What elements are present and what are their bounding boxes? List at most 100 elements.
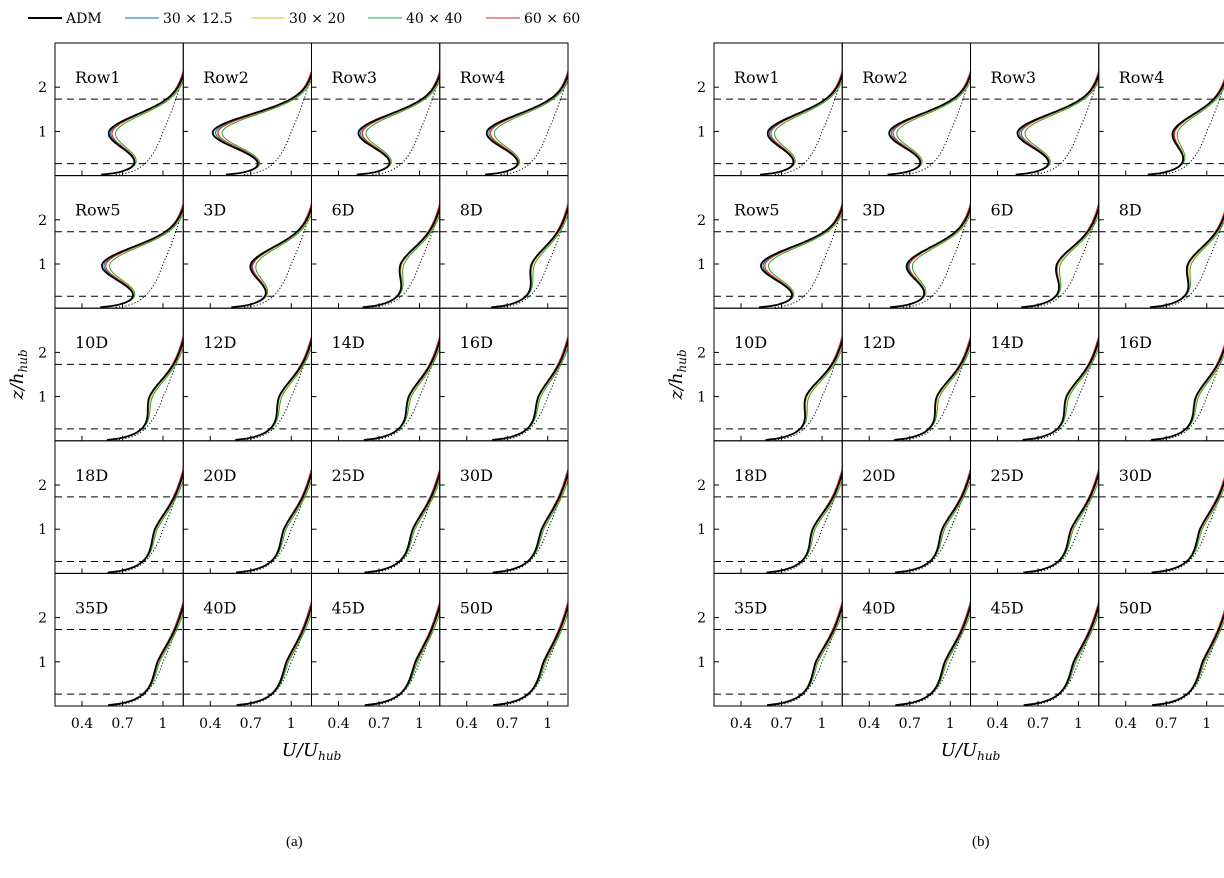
series-2-profile — [362, 208, 440, 308]
series-1-profile — [235, 337, 312, 441]
legend-label-1: 30 × 12.5 — [163, 11, 233, 27]
series-1-profile — [760, 72, 843, 176]
y-tick-label: 2 — [697, 345, 706, 361]
series-2-profile — [1147, 83, 1224, 176]
series-0-profile — [766, 603, 843, 706]
series-2-profile — [1149, 217, 1224, 308]
series-2-profile — [235, 341, 312, 441]
inflow-profile — [372, 472, 440, 573]
series-3-profile — [1151, 354, 1224, 441]
series-1-profile — [363, 337, 440, 441]
series-0-profile — [889, 205, 971, 309]
panel-label: 45D — [332, 598, 365, 617]
panel-frame — [311, 572, 441, 707]
y-tick-label: 1 — [38, 522, 47, 538]
y-axis-label: z/hhub — [666, 349, 689, 400]
series-2-profile — [492, 341, 568, 441]
panel-row1: 1 2 Row1 — [38, 42, 184, 177]
inflow-profile — [243, 471, 312, 573]
inflow-profile — [372, 74, 440, 176]
series-1-profile — [106, 337, 184, 441]
panel-label: 6D — [991, 201, 1014, 220]
inflow-profile — [372, 339, 440, 441]
panel-frame — [713, 42, 843, 177]
panel-label: 12D — [862, 333, 895, 352]
panel-label: Row4 — [460, 68, 506, 87]
y-tick-label: 2 — [697, 80, 706, 96]
x-tick-label: 1 — [415, 716, 424, 732]
series-0-profile — [894, 470, 971, 574]
legend-label-2: 30 × 20 — [289, 11, 345, 27]
inflow-profile — [500, 471, 568, 573]
series-0-profile — [484, 72, 568, 176]
series-1-profile — [491, 205, 568, 308]
x-tick-label: 0.4 — [327, 716, 349, 732]
series-0-profile — [1015, 72, 1099, 176]
series-0-profile — [1151, 612, 1224, 706]
x-tick-label: 0.7 — [368, 716, 390, 732]
y-tick-label: 1 — [38, 257, 47, 273]
series-1-profile — [765, 337, 843, 441]
panel-row2: Row2 — [182, 42, 312, 177]
panel-label: 50D — [460, 598, 493, 617]
y-tick-label: 1 — [38, 655, 47, 671]
y-tick-label: 2 — [38, 345, 47, 361]
series-3-profile — [765, 345, 843, 441]
panel-label: 16D — [1119, 333, 1152, 352]
series-4-profile — [1152, 609, 1224, 706]
series-3-profile — [100, 212, 184, 308]
panel-label: Row3 — [991, 68, 1037, 87]
y-tick-label: 1 — [697, 257, 706, 273]
inflow-profile — [243, 206, 312, 308]
inflow-profile — [500, 339, 568, 441]
series-3-profile — [895, 611, 971, 706]
x-tick-label: 0.4 — [456, 716, 478, 732]
y-tick-label: 1 — [697, 124, 706, 140]
series-1-profile — [1147, 81, 1224, 176]
series-1-profile — [231, 204, 312, 308]
x-tick-label: 1 — [159, 716, 168, 732]
panel-label: 20D — [862, 466, 895, 485]
caption-a: (a) — [286, 834, 303, 850]
panel-label: Row1 — [75, 68, 121, 87]
series-2-profile — [1021, 208, 1099, 308]
inflow-profile — [372, 206, 440, 308]
series-0-profile — [231, 205, 312, 309]
panel-label: Row5 — [734, 201, 780, 220]
series-3-profile — [107, 478, 184, 573]
inflow-profile — [115, 74, 184, 176]
series-4-profile — [106, 334, 184, 441]
series-0-profile — [1023, 470, 1099, 574]
inflow-profile — [1159, 216, 1224, 308]
panel-frame — [182, 440, 312, 574]
series-3-profile — [236, 478, 312, 573]
x-tick-label: 0.7 — [899, 716, 921, 732]
panel-label: 25D — [332, 466, 365, 485]
panel-label: 3D — [203, 201, 226, 220]
inflow-profile — [774, 472, 843, 573]
inflow-profile — [243, 339, 312, 441]
series-0-profile — [235, 337, 312, 441]
x-tick-label: 1 — [543, 716, 552, 732]
inflow-profile — [115, 472, 184, 573]
series-0-profile — [364, 470, 440, 574]
legend: ADM 30 × 12.5 30 × 20 40 × 40 60 × 60 — [28, 11, 580, 27]
series-0-profile — [108, 603, 184, 706]
panel-row4: Row4 — [1098, 42, 1224, 177]
panel-frame — [182, 572, 312, 707]
y-tick-label: 1 — [38, 390, 47, 406]
series-0-profile — [235, 470, 312, 574]
inflow-profile — [1031, 339, 1099, 441]
inflow-profile — [1159, 349, 1224, 441]
series-4-profile — [491, 201, 568, 308]
y-tick-label: 2 — [38, 80, 47, 96]
series-1-profile — [894, 337, 971, 441]
inflow-profile — [774, 339, 843, 441]
series-3-profile — [895, 478, 971, 573]
panel-label: Row1 — [734, 68, 780, 87]
panel-label: Row5 — [75, 201, 121, 220]
panel-40d: 0.4 0.7 1 40D — [182, 572, 312, 732]
inflow-profile — [1159, 481, 1224, 573]
panel-label: 16D — [460, 333, 493, 352]
panel-label: 6D — [332, 201, 355, 220]
